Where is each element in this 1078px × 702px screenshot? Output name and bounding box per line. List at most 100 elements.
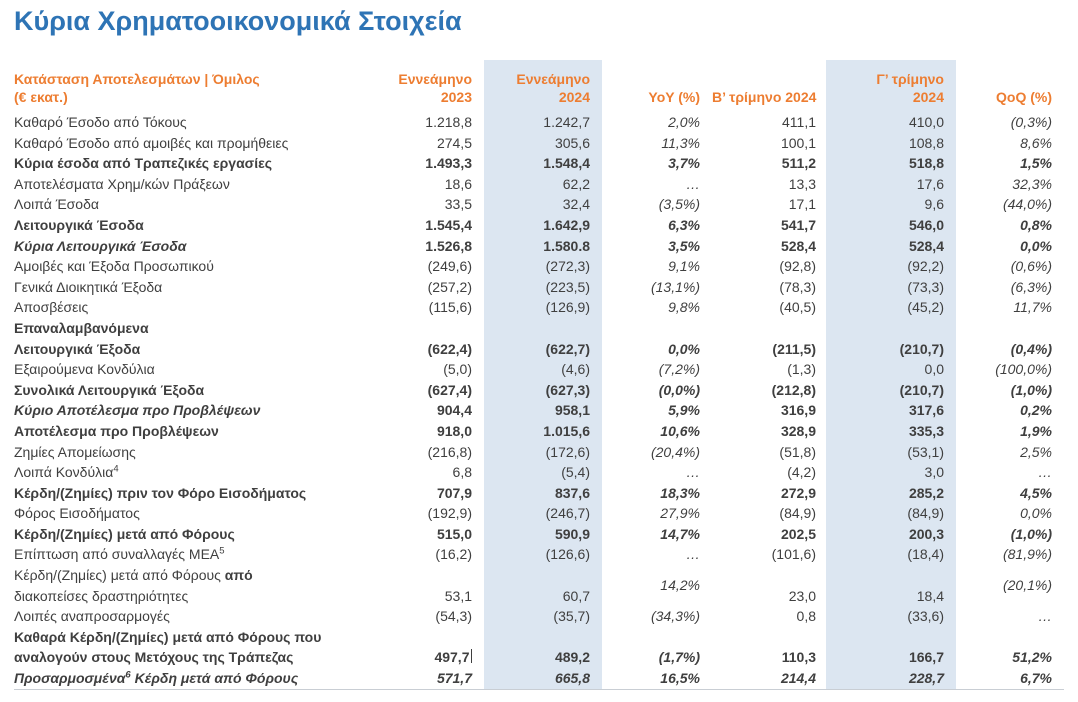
cell-qoq: …	[1038, 608, 1052, 625]
row-label-text: Ζημίες Απομείωσης	[14, 443, 136, 460]
row-label-text: Καθαρό Έσοδο από Τόκους	[14, 114, 187, 130]
cell-q2: 202,5	[780, 525, 816, 542]
row-label: Φόρος Εισοδήματος	[14, 503, 390, 524]
cell-v2024: (126,6)	[484, 544, 602, 566]
cell-v2024: 1.580.8	[484, 235, 602, 257]
cell-qoq: 32,3%	[1012, 175, 1052, 192]
table-row: Αποσβέσεις (115,6) (126,9) 9,8% (40,5) (45,2)…	[14, 297, 1064, 318]
cell-yoy: (3,5%)	[658, 196, 700, 213]
cell-yoy: 3,7%	[668, 155, 700, 172]
row-label: Κύρια έσοδα από Τραπεζικές εργασίες	[14, 153, 390, 174]
cell-v2024: (172,6)	[484, 441, 602, 463]
cell-yoy: …	[686, 546, 700, 563]
cell-v2023: 1.493,3	[425, 155, 472, 172]
cell-q2: 110,3	[781, 649, 816, 666]
row-label-text: Επαναλαμβανόμενα	[14, 319, 149, 336]
header-q3-2024: Γ’ τρίμηνο 2024	[826, 60, 956, 112]
row-label-text: Αποσβέσεις	[14, 299, 89, 316]
row-label: Καθαρά Κέρδη/(Ζημίες) μετά από Φόρους πο…	[14, 627, 390, 668]
row-label: Καθαρό Έσοδο από αμοιβές και προμήθειες	[14, 133, 390, 154]
header-yoy-percent: YoY (%)	[648, 89, 700, 105]
cell-v2023: (16,2)	[435, 546, 472, 563]
table-row: Ζημίες Απομείωσης (216,8) (172,6) (20,4%) (5…	[14, 441, 1064, 463]
row-label-text: Λειτουργικά Έξοδα	[14, 340, 141, 357]
cell-qoq: (1,0%)	[1010, 525, 1052, 542]
cell-v2023: 53,1	[444, 587, 472, 604]
cell-q2: 411,1	[782, 114, 816, 130]
cell-q3: 528,4	[826, 235, 956, 257]
header-income-statement-group: Κατάσταση Αποτελεσμάτων | Όμιλος (€ εκατ…	[14, 60, 390, 112]
table-row: Αποτέλεσμα προ Προβλέψεων 918,0 1.015,6 10,…	[14, 420, 1064, 442]
cell-yoy: (34,3%)	[650, 608, 700, 625]
cell-qoq: 4,5%	[1020, 484, 1052, 501]
cell-v2024: (272,3)	[484, 256, 602, 277]
cell-qoq: (81,9%)	[1002, 546, 1052, 563]
table-row: Επαναλαμβανόμενα Λειτουργικά Έξοδα (622,4)…	[14, 317, 1064, 360]
cell-q3: (84,9)	[826, 503, 956, 524]
cell-qoq: 0,8%	[1020, 216, 1052, 233]
row-label-text: Κύρια Λειτουργικά Έσοδα	[14, 237, 187, 254]
text-cursor	[470, 649, 472, 664]
header-nine-month-2024: Εννεάμηνο 2024	[484, 60, 602, 112]
row-label-text: Λειτουργικά Έσοδα	[14, 216, 144, 233]
cell-v2024: 590,9	[484, 523, 602, 545]
row-label: Γενικά Διοικητικά Έξοδα	[14, 277, 390, 298]
cell-yoy: …	[686, 464, 700, 481]
row-label-text: Συνολικά Λειτουργικά Έξοδα	[14, 381, 205, 398]
cell-q3: 200,3	[826, 523, 956, 545]
cell-v2024: 1.642,9	[484, 214, 602, 236]
cell-yoy: 3,5%	[668, 237, 700, 254]
table-row: Καθαρά Κέρδη/(Ζημίες) μετά από Φόρους πο…	[14, 626, 1064, 669]
cell-v2023: (622,4)	[427, 340, 472, 357]
table-row: Συνολικά Λειτουργικά Έξοδα (627,4) (627,3)…	[14, 379, 1064, 401]
cell-v2024: (35,7)	[484, 606, 602, 627]
cell-v2024: 1.242,7	[484, 112, 602, 133]
cell-v2023: 1.545,4	[425, 216, 472, 233]
cell-q2: (92,8)	[779, 258, 816, 275]
cell-v2023: (192,9)	[427, 505, 472, 522]
table-row: Επίπτωση από συναλλαγές ΜΕΑ5 (16,2) (126,6…	[14, 544, 1064, 566]
header-unit-label: (€ εκατ.)	[14, 89, 68, 105]
cell-v2024: (126,9)	[484, 297, 602, 318]
cell-q2: 328,9	[780, 422, 816, 439]
cell-q3: 410,0	[826, 112, 956, 133]
cell-v2023: (216,8)	[427, 443, 472, 460]
cell-q2: (84,9)	[779, 505, 816, 522]
row-label: Εξαιρούμενα Κονδύλια	[14, 359, 390, 380]
cell-v2024: (246,7)	[484, 503, 602, 524]
table-row: Κύρια έσοδα από Τραπεζικές εργασίες 1.493…	[14, 153, 1064, 174]
cell-q3: (33,6)	[826, 606, 956, 627]
cell-q3: 9,6	[826, 194, 956, 215]
cell-qoq: (0,4%)	[1010, 340, 1052, 357]
table-header-row: Κατάσταση Αποτελεσμάτων | Όμιλος (€ εκατ…	[14, 60, 1064, 112]
table-row: Αποτελέσματα Χρημ/κών Πράξεων 18,6 62,2 … 13…	[14, 173, 1064, 195]
cell-v2024: 1.548,4	[484, 153, 602, 174]
row-label-text: Αποτέλεσμα προ Προβλέψεων	[14, 422, 219, 439]
cell-v2023: 515,0	[436, 525, 472, 542]
cell-qoq: (1,0%)	[1010, 381, 1052, 398]
cell-yoy: (20,4%)	[650, 443, 700, 460]
row-label: Προσαρμοσμένα6 Κέρδη μετά από Φόρους	[14, 668, 390, 689]
row-label-text: Λοιπά Έσοδα	[14, 196, 99, 213]
cell-q3: 166,7	[826, 626, 956, 669]
cell-q3: (53,1)	[826, 441, 956, 463]
cell-q3: 18,4	[826, 565, 956, 607]
table-row: Καθαρό Έσοδο από αμοιβές και προμήθειες 2…	[14, 132, 1064, 154]
cell-qoq: …	[1038, 464, 1052, 481]
cell-v2024: (627,3)	[484, 379, 602, 401]
cell-qoq: 0,0%	[1020, 237, 1052, 254]
footnote-marker: 4	[113, 463, 119, 475]
cell-yoy: 5,9%	[668, 402, 700, 419]
cell-q2: (211,5)	[772, 340, 816, 357]
cell-v2023: 904,4	[436, 402, 472, 419]
page-title: Κύρια Χρηματοοικονομικά Στοιχεία	[14, 6, 462, 36]
cell-v2024: 489,2	[484, 626, 602, 669]
table-row: Καθαρό Έσοδο από Τόκους 1.218,8 1.242,7 2,0…	[14, 112, 1064, 133]
cell-v2024: (5,4)	[484, 462, 602, 483]
cell-q2: (78,3)	[779, 278, 816, 295]
cell-q3: (45,2)	[826, 297, 956, 318]
table-body: Καθαρό Έσοδο από Τόκους 1.218,8 1.242,7 2,0…	[14, 112, 1064, 690]
cell-v2024: 665,8	[484, 668, 602, 690]
table-row: Αμοιβές και Έξοδα Προσωπικού (249,6) (272,…	[14, 256, 1064, 277]
